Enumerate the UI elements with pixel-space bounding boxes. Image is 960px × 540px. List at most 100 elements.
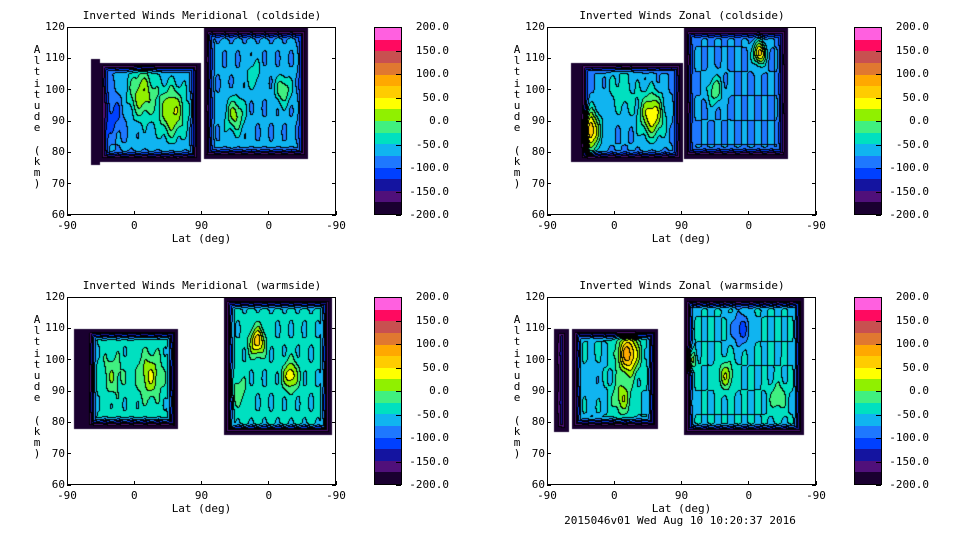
colorbar-tick-label: 0.0 [429, 384, 449, 397]
chart-title: Inverted Winds Meridional (warmside) [82, 279, 322, 292]
colorbar [374, 27, 402, 215]
colorbar-tick [876, 121, 881, 122]
x-tick-label: -90 [537, 489, 557, 502]
colorbar-tick-label: 0.0 [429, 114, 449, 127]
colorbar-tick-label: 150.0 [895, 313, 929, 327]
colorbar-tick [876, 461, 881, 463]
colorbar-band [855, 367, 881, 380]
y-tick [547, 453, 551, 455]
y-tick [547, 26, 551, 28]
x-tick-label: -90 [57, 219, 77, 232]
y-tick [812, 214, 816, 216]
y-tick [547, 327, 551, 329]
colorbar-band [375, 28, 401, 40]
colorbar-tick [396, 344, 401, 345]
y-tick [67, 214, 71, 216]
colorbar-band [855, 97, 881, 110]
colorbar-tick-label: 100.0 [895, 337, 929, 350]
x-tick-label: -90 [537, 219, 557, 232]
x-axis-title: Lat (deg) [171, 232, 232, 245]
y-tick-label: 80 [531, 415, 545, 429]
colorbar-tick [396, 168, 401, 169]
colorbar-tick-label: 150.0 [415, 313, 449, 327]
y-tick-label: 120 [45, 290, 65, 303]
colorbar-band [375, 449, 401, 461]
colorbar-band [855, 109, 881, 121]
y-tick-label: 60 [531, 478, 545, 491]
chart-title: Inverted Winds Zonal (warmside) [579, 279, 785, 292]
x-tick [613, 481, 615, 485]
colorbar-band [855, 86, 881, 98]
y-tick-label: 80 [51, 145, 65, 159]
colorbar-band [855, 51, 881, 63]
colorbar-tick-label: -100.0 [889, 161, 929, 174]
colorbar-band [855, 62, 881, 75]
y-tick [67, 421, 71, 423]
colorbar-tick-label: 200.0 [415, 20, 449, 33]
y-tick [812, 120, 816, 122]
y-tick [812, 390, 816, 392]
colorbar-tick [876, 485, 881, 486]
y-tick-label: 120 [45, 20, 65, 33]
colorbar-band [855, 321, 881, 333]
y-tick [332, 359, 336, 361]
colorbar-band [855, 460, 881, 473]
colorbar-band [375, 391, 401, 403]
y-tick [547, 57, 551, 59]
colorbar-band [375, 202, 401, 214]
colorbar-tick-label: -150.0 [409, 184, 449, 198]
y-tick [547, 183, 551, 185]
colorbar-band [375, 62, 401, 75]
colorbar-band [375, 321, 401, 333]
chart-title: Inverted Winds Meridional (coldside) [82, 9, 322, 22]
y-tick-label: 90 [51, 114, 65, 127]
colorbar-band [375, 379, 401, 391]
y-tick-label: 90 [531, 384, 545, 397]
y-tick [332, 26, 336, 28]
colorbar-band [375, 39, 401, 52]
colorbar-tick [396, 367, 401, 369]
colorbar-band [375, 402, 401, 415]
y-tick [67, 484, 71, 486]
x-axis-title: Lat (deg) [651, 232, 712, 245]
colorbar-band [855, 402, 881, 415]
y-tick [332, 120, 336, 122]
colorbar-band [375, 298, 401, 310]
chart-panel: Inverted Winds Meridional (warmside) 60 70… [0, 270, 480, 540]
x-tick [66, 481, 68, 485]
y-tick [547, 120, 551, 122]
colorbar-tick-label: -100.0 [409, 431, 449, 444]
chart-panel: Inverted Winds Zonal (warmside) 60 70 80 90 1… [480, 270, 960, 540]
y-tick-label: 80 [51, 415, 65, 429]
y-tick-label: 60 [531, 208, 545, 221]
y-tick [67, 57, 71, 59]
y-tick [332, 89, 336, 91]
colorbar-band [855, 414, 881, 426]
y-tick-label: 90 [51, 384, 65, 397]
y-tick [67, 359, 71, 361]
colorbar-tick [396, 461, 401, 463]
y-tick [67, 296, 71, 298]
y-tick-label: 60 [51, 478, 65, 491]
y-tick [812, 89, 816, 91]
y-tick-label: 110 [525, 51, 545, 65]
colorbar [374, 297, 402, 485]
contour-field [548, 298, 815, 484]
colorbar-tick-label: 50.0 [422, 360, 450, 374]
colorbar-tick-label: -150.0 [889, 184, 929, 198]
colorbar-band [855, 179, 881, 191]
y-tick [812, 484, 816, 486]
colorbar-tick [876, 438, 881, 439]
x-tick-label: -90 [57, 489, 77, 502]
x-tick [815, 211, 817, 215]
colorbar-tick [876, 215, 881, 216]
colorbar-band [375, 97, 401, 110]
colorbar-band [855, 167, 881, 180]
y-tick [812, 453, 816, 455]
y-tick [67, 151, 71, 153]
colorbar-band [375, 144, 401, 156]
